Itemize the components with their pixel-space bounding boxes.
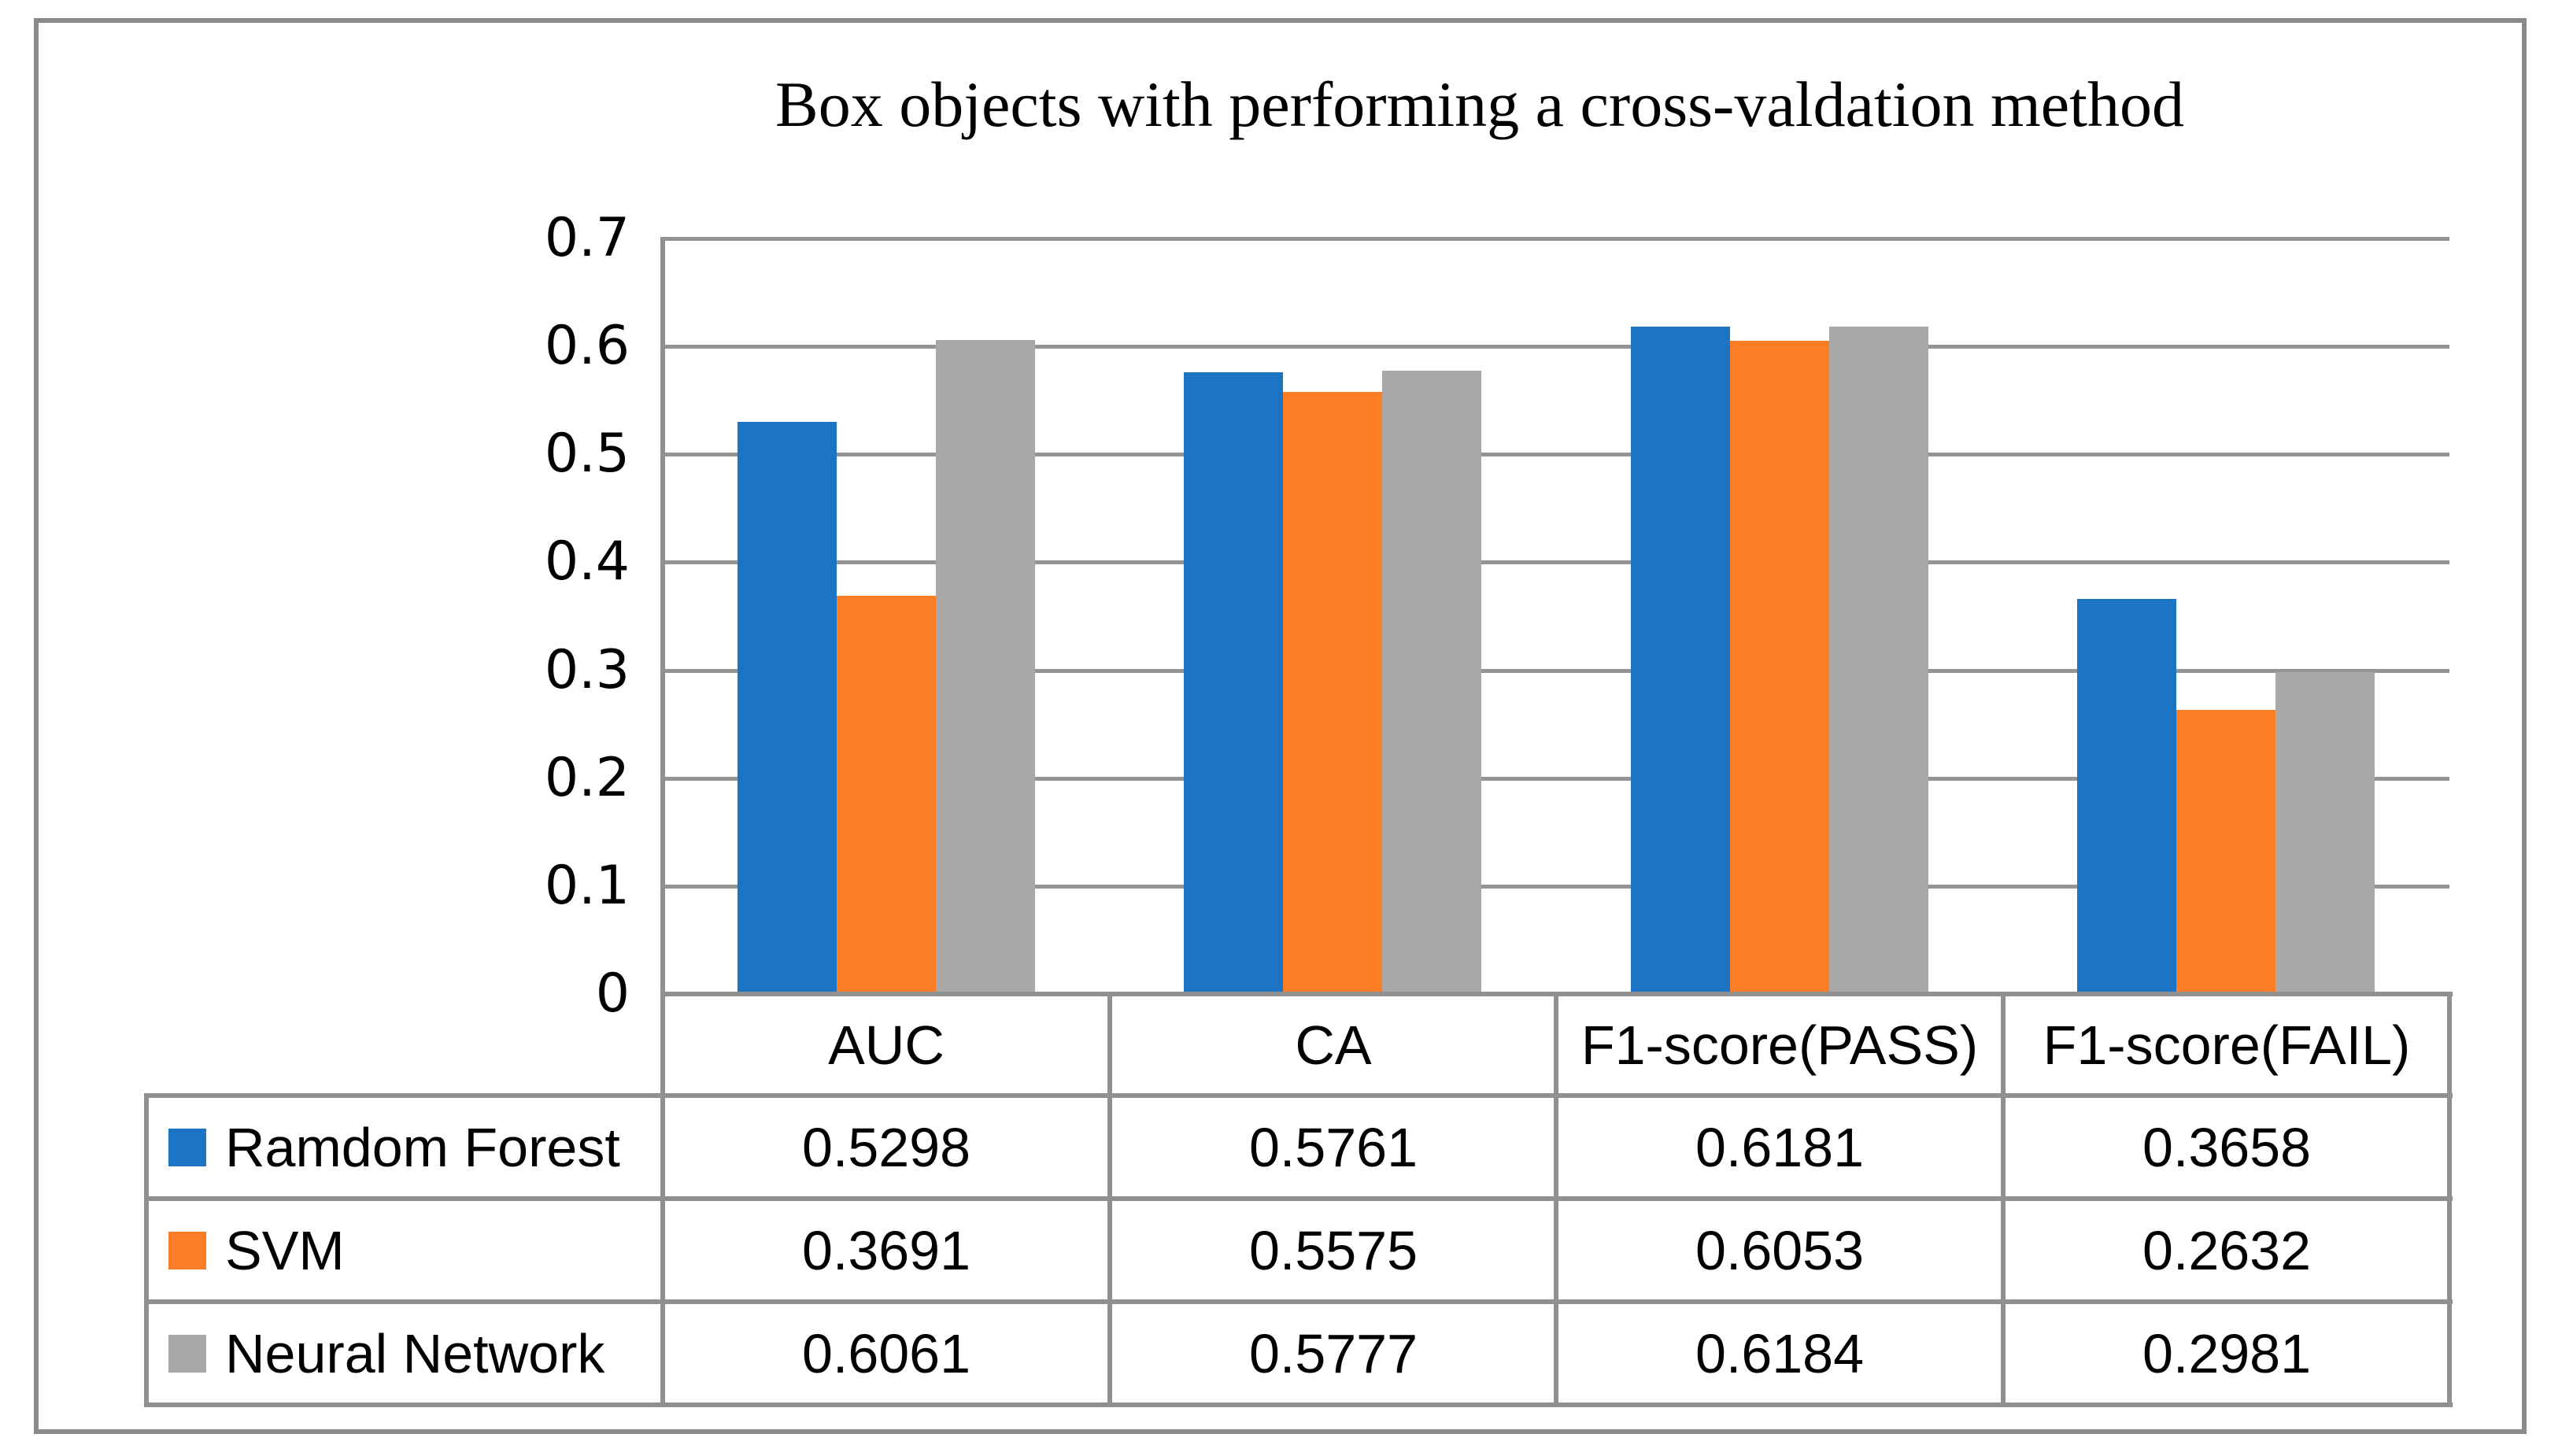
y-axis-tick-label: 0.7	[544, 207, 630, 269]
table-value-cell: 0.6061	[801, 1322, 971, 1384]
category-header-f1-score-fail-: F1-score(FAIL)	[2043, 1014, 2411, 1076]
y-axis-tick-label: 0	[595, 963, 630, 1025]
table-value-cell: 0.5777	[1248, 1322, 1418, 1384]
table-border-vertical	[144, 1093, 149, 1407]
gridline	[663, 237, 2449, 241]
chart-title: Box objects with performing a cross-vald…	[775, 68, 2184, 140]
table-value-cell: 0.6053	[1695, 1219, 1865, 1281]
category-header-ca: CA	[1295, 1014, 1372, 1076]
chart-outer-border	[34, 18, 2527, 1434]
table-value-cell: 0.3658	[2142, 1116, 2312, 1178]
bar-ramdom-forest-auc[interactable]	[738, 422, 837, 994]
table-border-horizontal	[146, 1196, 2453, 1201]
y-axis-tick-label: 0.2	[544, 746, 630, 809]
table-value-cell: 0.2632	[2142, 1219, 2312, 1281]
category-header-f1-score-pass-: F1-score(PASS)	[1580, 1014, 1979, 1076]
gridline	[663, 884, 2449, 889]
y-axis-tick-label: 0.5	[544, 423, 630, 486]
table-border-horizontal	[146, 1299, 2453, 1304]
legend-swatch-ramdom-forest[interactable]	[168, 1128, 206, 1166]
legend-item-svm: SVM	[146, 1199, 663, 1302]
bar-svm-f1-score-fail-[interactable]	[2176, 710, 2275, 994]
table-border-horizontal	[146, 1093, 2453, 1098]
bar-svm-f1-score-pass-[interactable]	[1730, 341, 1829, 994]
legend-swatch-neural-network[interactable]	[168, 1334, 206, 1373]
table-value-cell: 0.2981	[2142, 1322, 2312, 1384]
legend-swatch-svm[interactable]	[168, 1231, 206, 1269]
bar-svm-ca[interactable]	[1283, 392, 1382, 994]
y-axis-tick-label: 0.3	[544, 638, 630, 701]
bar-neural-network-auc[interactable]	[936, 340, 1035, 994]
table-value-cell: 0.6181	[1695, 1116, 1865, 1178]
table-border-horizontal	[146, 1402, 2453, 1407]
legend-label: Ramdom Forest	[225, 1116, 620, 1178]
bar-neural-network-f1-score-pass-[interactable]	[1829, 327, 1928, 994]
legend-label: SVM	[225, 1219, 345, 1281]
y-axis-tick-label: 0.6	[544, 315, 630, 378]
bar-ramdom-forest-f1-score-fail-[interactable]	[2077, 599, 2176, 994]
table-value-cell: 0.5761	[1248, 1116, 1418, 1178]
legend-label: Neural Network	[225, 1322, 605, 1384]
table-border-vertical	[1107, 992, 1112, 1407]
bar-neural-network-ca[interactable]	[1382, 371, 1481, 994]
legend-item-ramdom-forest: Ramdom Forest	[146, 1096, 663, 1199]
category-header-auc: AUC	[828, 1014, 945, 1076]
gridline	[663, 668, 2449, 673]
gridline	[663, 345, 2449, 349]
legend-item-neural-network: Neural Network	[146, 1302, 663, 1405]
y-axis-line	[660, 237, 665, 996]
bar-ramdom-forest-f1-score-pass-[interactable]	[1631, 327, 1730, 994]
bar-neural-network-f1-score-fail-[interactable]	[2275, 672, 2375, 994]
bar-svm-auc[interactable]	[837, 596, 936, 994]
table-value-cell: 0.3691	[801, 1219, 971, 1281]
gridline	[663, 776, 2449, 781]
gridline	[663, 453, 2449, 457]
gridline	[663, 560, 2449, 565]
table-value-cell: 0.6184	[1695, 1322, 1865, 1384]
y-axis-tick-label: 0.4	[544, 530, 630, 593]
table-border-vertical	[2447, 992, 2452, 1407]
table-border-vertical	[660, 992, 665, 1407]
table-border-vertical	[2001, 992, 2006, 1407]
y-axis-tick-label: 0.1	[544, 854, 630, 917]
bar-ramdom-forest-ca[interactable]	[1184, 372, 1283, 994]
table-value-cell: 0.5575	[1248, 1219, 1418, 1281]
table-value-cell: 0.5298	[801, 1116, 971, 1178]
table-border-vertical	[1554, 992, 1558, 1407]
